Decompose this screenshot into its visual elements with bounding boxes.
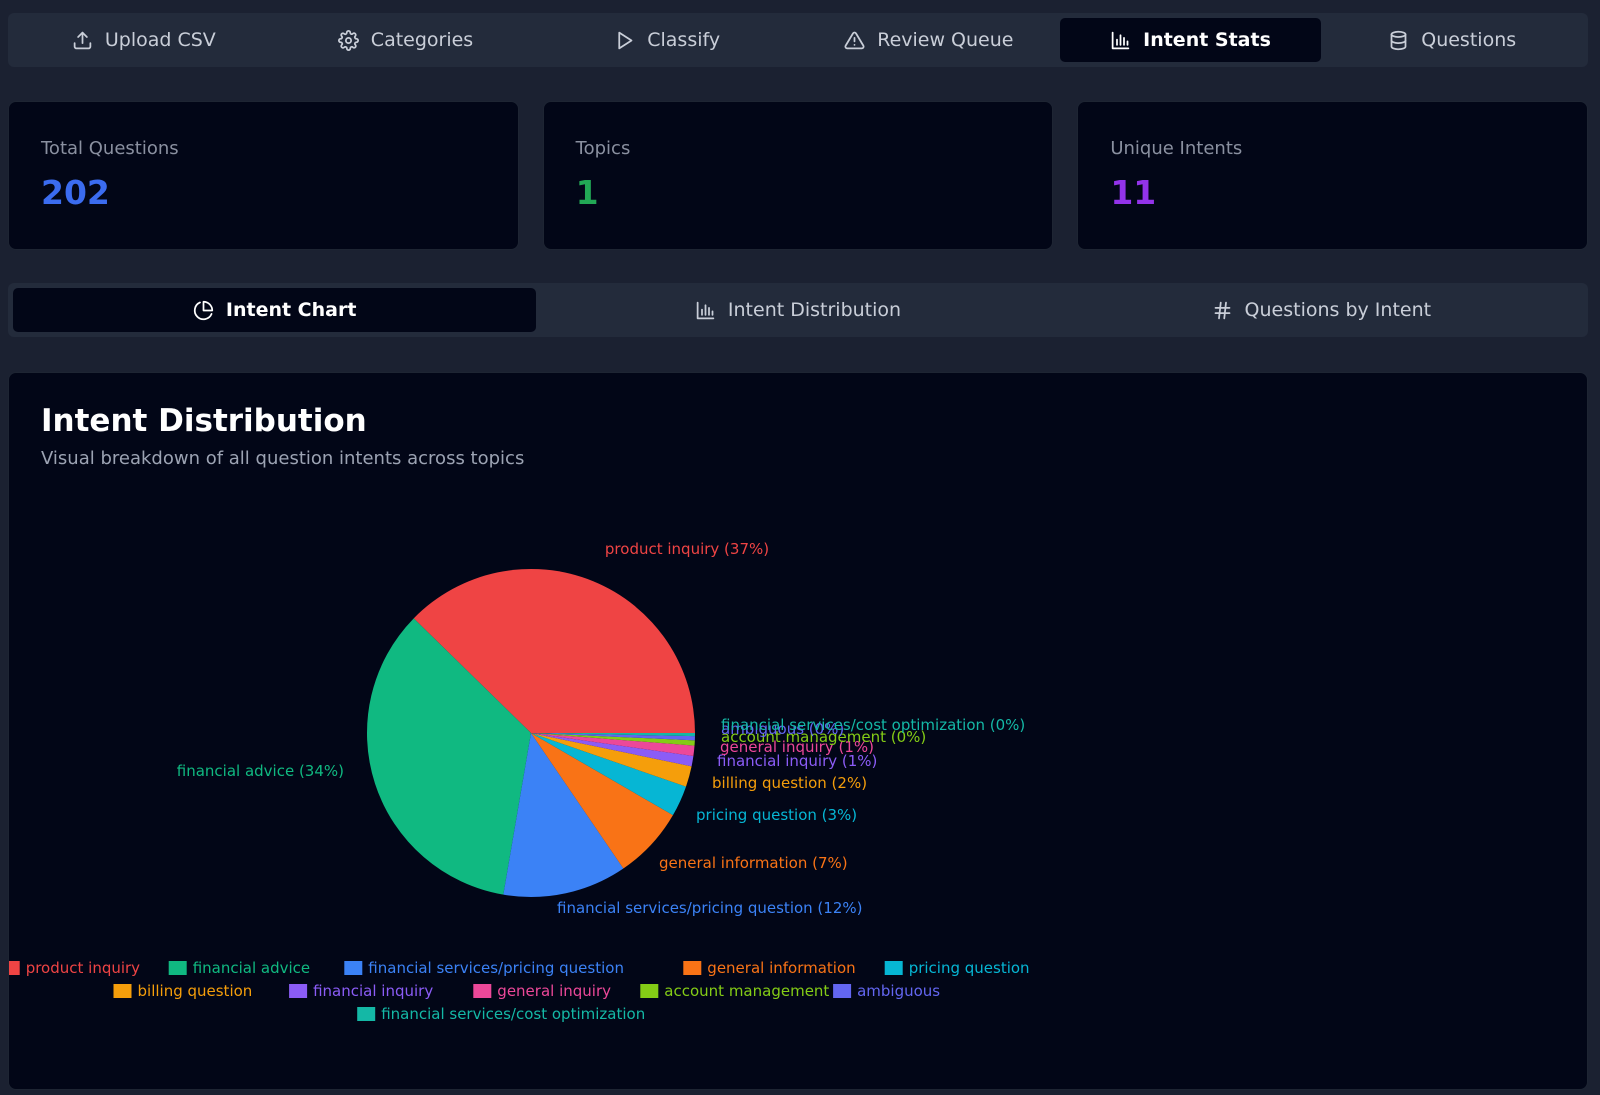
stat-label: Topics <box>575 138 631 159</box>
legend-item[interactable]: billing question <box>113 982 253 1000</box>
pie-slice-label: financial services/pricing question (12%… <box>557 899 862 917</box>
pie-slice-label: billing question (2%) <box>712 774 867 792</box>
legend-swatch <box>168 961 187 975</box>
legend-item[interactable]: general information <box>683 959 856 977</box>
legend-label: product inquiry <box>26 959 140 977</box>
legend-swatch <box>289 984 308 998</box>
pie-slice-label: pricing question (3%) <box>696 806 857 824</box>
stat-value: 11 <box>1110 173 1157 212</box>
legend-item[interactable]: financial inquiry <box>289 982 433 1000</box>
legend-swatch <box>833 984 852 998</box>
upload-icon <box>73 31 92 49</box>
legend-item[interactable]: ambiguous <box>833 982 940 1000</box>
tab-label: Questions <box>1421 29 1517 51</box>
intent-view-tabs: Intent Chart Intent Distribution Questio… <box>8 283 1588 337</box>
legend-swatch <box>344 961 363 975</box>
legend-label: financial inquiry <box>313 982 433 1000</box>
bar-chart-icon <box>1111 31 1130 49</box>
legend-item[interactable]: financial services/cost optimization <box>357 1005 645 1023</box>
legend-label: ambiguous <box>857 982 940 1000</box>
tab-label: Review Queue <box>877 29 1014 51</box>
pie-slice[interactable] <box>531 733 695 737</box>
gear-icon <box>337 29 359 51</box>
legend-swatch <box>884 961 903 975</box>
tab-review-queue[interactable]: Review Queue <box>798 18 1060 62</box>
intent-chart-panel: Intent Distribution Visual breakdown of … <box>8 372 1588 1090</box>
pie-slice-label: financial services/cost optimization (0%… <box>721 716 1025 734</box>
pie-slice-label: account management (0%) <box>721 728 926 746</box>
legend-label: general inquiry <box>497 982 611 1000</box>
pie-slice[interactable] <box>531 733 694 767</box>
stat-value: 202 <box>41 173 110 212</box>
pie-slice[interactable] <box>531 733 695 757</box>
legend-item[interactable]: financial services/pricing question <box>344 959 624 977</box>
tab-questions[interactable]: Questions <box>1321 18 1583 62</box>
legend-label: account management <box>664 982 829 1000</box>
pie-slice[interactable] <box>531 733 695 746</box>
tab-categories[interactable]: Categories <box>275 18 537 62</box>
pie-slice[interactable] <box>413 569 695 733</box>
legend-label: financial services/cost optimization <box>381 1005 645 1023</box>
stat-card-unique-intents: Unique Intents 11 <box>1077 101 1589 250</box>
hash-icon <box>1214 301 1230 319</box>
legend-swatch <box>9 961 20 975</box>
intent-pie-chart: product inquiry (37%) financial advice (3… <box>9 540 1030 1023</box>
legend-swatch <box>640 984 659 998</box>
tab-label: Questions by Intent <box>1244 299 1432 321</box>
legend-swatch <box>357 1007 376 1021</box>
pie-slice[interactable] <box>531 733 687 816</box>
pie-slice-label: financial inquiry (1%) <box>717 752 877 770</box>
tab-classify[interactable]: Classify <box>536 18 798 62</box>
legend-label: financial services/pricing question <box>368 959 624 977</box>
pie-slice[interactable] <box>531 733 695 741</box>
pie-slice-label: general information (7%) <box>659 854 848 872</box>
pie-slice[interactable] <box>503 733 624 897</box>
tab-intent-distribution[interactable]: Intent Distribution <box>536 288 1059 332</box>
legend-label: billing question <box>138 982 253 1000</box>
pie-slice-label: product inquiry (37%) <box>605 540 769 558</box>
bar-chart-icon <box>696 301 715 319</box>
tab-label: Intent Distribution <box>727 299 902 321</box>
tab-label: Classify <box>647 29 721 51</box>
stat-label: Total Questions <box>41 138 179 159</box>
tab-upload-csv[interactable]: Upload CSV <box>13 18 275 62</box>
tab-label: Upload CSV <box>104 29 216 51</box>
legend-swatch <box>683 961 702 975</box>
pie-slice-label: ambiguous (0%) <box>721 720 844 738</box>
pie-slice-label: general inquiry (1%) <box>720 738 874 756</box>
legend-swatch <box>113 984 132 998</box>
stat-label: Unique Intents <box>1110 138 1243 159</box>
database-icon <box>1390 30 1407 50</box>
tab-intent-chart[interactable]: Intent Chart <box>13 288 537 332</box>
legend-item[interactable]: pricing question <box>884 959 1030 977</box>
tab-intent-stats[interactable]: Intent Stats <box>1059 18 1322 62</box>
pie-chart-icon <box>193 300 214 320</box>
legend-item[interactable]: financial advice <box>168 959 310 977</box>
legend-label: pricing question <box>909 959 1030 977</box>
legend-item[interactable]: product inquiry <box>9 959 140 977</box>
tab-label: Intent Chart <box>225 299 357 321</box>
legend-swatch <box>473 984 492 998</box>
panel-subtitle: Visual breakdown of all question intents… <box>41 448 525 469</box>
legend-label: general information <box>707 959 855 977</box>
stat-value: 1 <box>575 173 599 212</box>
tab-questions-by-intent[interactable]: Questions by Intent <box>1060 288 1583 332</box>
legend-label: financial advice <box>193 959 310 977</box>
pie-slice[interactable] <box>366 618 531 895</box>
pie-slice-label: financial advice (34%) <box>177 762 344 780</box>
stats-row: Total Questions 202 Topics 1 Unique Inte… <box>8 101 1589 250</box>
pie-slice[interactable] <box>531 733 673 869</box>
warning-icon <box>844 31 865 49</box>
stat-card-total-questions: Total Questions 202 <box>8 101 519 250</box>
play-icon <box>618 31 633 49</box>
stat-card-topics: Topics 1 <box>542 101 1054 250</box>
tab-label: Intent Stats <box>1143 29 1271 51</box>
main-nav: Upload CSV Categories Classify Review Qu… <box>8 13 1588 67</box>
pie-slice[interactable] <box>531 733 692 787</box>
tab-label: Categories <box>370 29 474 51</box>
panel-title: Intent Distribution <box>41 403 367 439</box>
legend-item[interactable]: account management <box>640 982 829 1000</box>
legend-item[interactable]: general inquiry <box>473 982 611 1000</box>
